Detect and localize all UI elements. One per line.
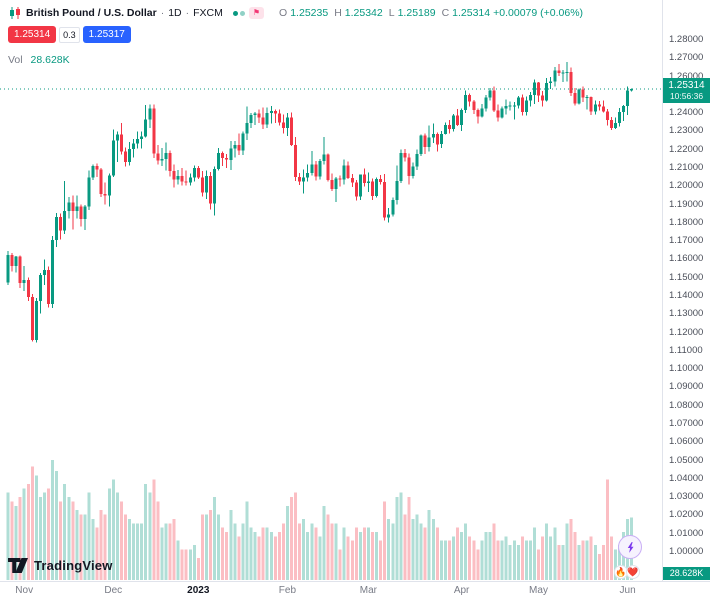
price-tick: 1.14000: [669, 290, 704, 301]
time-axis[interactable]: Nov Dec 2023 Feb Mar Apr May Jun: [0, 581, 710, 600]
volume-label: Vol: [8, 54, 23, 66]
price-tick: 1.15000: [669, 271, 704, 283]
price-tick: 1.07000: [669, 418, 704, 429]
low-label: L: [388, 7, 395, 19]
time-axis-label: Dec: [104, 585, 123, 596]
tradingview-logo[interactable]: TradingView: [8, 558, 113, 573]
price-tick: 1.20000: [669, 180, 704, 192]
current-price-label: 1.25314 10:56:36: [663, 78, 710, 104]
order-panel: 1.25314 0.3 1.25317: [8, 26, 131, 43]
tradingview-logo-icon: [8, 558, 29, 573]
price-tick: 1.12000: [669, 326, 704, 338]
low-value: 1.25189: [397, 7, 436, 19]
spread-value: 0.3: [59, 26, 80, 43]
price-tick: 1.08000: [669, 399, 704, 411]
candlestick-chart[interactable]: [0, 0, 662, 581]
lightning-icon: [627, 541, 634, 553]
exchange-label[interactable]: FXCM: [193, 7, 223, 19]
price-tick: 1.16000: [669, 253, 704, 265]
bar-countdown: 10:56:36: [669, 91, 704, 102]
volume-axis-label: 28.628K: [663, 567, 710, 580]
price-tick: 1.21000: [669, 162, 704, 173]
time-axis-label: Nov: [15, 585, 34, 596]
volume-value: 28.628K: [30, 54, 70, 66]
open-label: O: [279, 7, 288, 19]
symbol-title[interactable]: British Pound / U.S. Dollar: [26, 7, 157, 19]
time-axis-label: Feb: [278, 585, 297, 596]
price-tick: 1.11000: [669, 344, 703, 356]
boost-button[interactable]: [618, 535, 642, 559]
price-tick: 1.17000: [669, 235, 704, 247]
price-tick: 1.23000: [669, 125, 704, 137]
price-tick: 1.05000: [669, 454, 704, 466]
reaction-emoji[interactable]: ❤️: [626, 565, 640, 579]
price-tick: 1.06000: [669, 436, 704, 448]
ohlc-readout: O 1.25235 H 1.25342 L 1.25189 C 1.25314 …: [276, 7, 583, 19]
price-tick: 1.10000: [669, 363, 704, 375]
live-status-dots: [231, 10, 245, 16]
high-label: H: [334, 7, 342, 19]
separator: ·: [160, 7, 165, 19]
symbol-icon: [8, 6, 22, 20]
price-tick: 1.22000: [669, 143, 704, 155]
price-tick: 1.04000: [669, 472, 704, 484]
close-label: C: [441, 7, 450, 19]
time-axis-label: May: [529, 585, 548, 596]
price-tick: 1.03000: [669, 491, 704, 503]
price-tick: 1.28000: [669, 34, 704, 45]
price-tick: 1.26000: [669, 70, 704, 82]
price-tick: 1.00000: [669, 546, 704, 557]
tradingview-logo-text: TradingView: [34, 558, 113, 573]
price-tick: 1.27000: [669, 52, 704, 64]
price-tick: 1.01000: [669, 527, 704, 539]
flag-icon[interactable]: ⚑: [248, 7, 265, 19]
time-axis-label: 2023: [187, 585, 210, 596]
price-tick: 1.18000: [669, 216, 704, 228]
price-tick: 1.19000: [669, 198, 704, 210]
price-tick: 1.02000: [669, 509, 704, 521]
legend: British Pound / U.S. Dollar · 1D · FXCM …: [8, 6, 583, 20]
close-value: 1.25314: [452, 7, 491, 19]
change-value: +0.00079 (+0.06%): [493, 7, 584, 19]
reactions-group: 🔥 ❤️: [614, 565, 640, 579]
price-tick: 1.09000: [669, 381, 704, 393]
interval-label[interactable]: 1D: [168, 7, 182, 19]
price-tick: 1.13000: [669, 308, 704, 320]
buy-button[interactable]: 1.25317: [82, 26, 131, 43]
time-axis-label: Mar: [359, 585, 378, 596]
current-price-value: 1.25314: [668, 80, 705, 92]
volume-readout: Vol 28.628K: [8, 54, 70, 66]
high-value: 1.25342: [344, 7, 383, 19]
time-axis-label: Jun: [619, 585, 636, 596]
open-value: 1.25235: [290, 7, 329, 19]
separator: ·: [185, 7, 190, 19]
sell-button[interactable]: 1.25314: [8, 26, 57, 43]
price-tick: 1.24000: [669, 107, 704, 119]
time-axis-label: Apr: [453, 585, 470, 596]
